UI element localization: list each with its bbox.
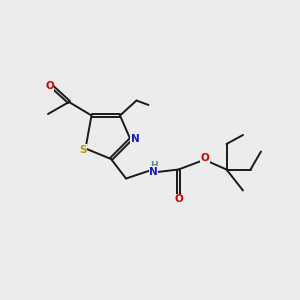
Text: O: O <box>200 153 209 163</box>
Text: H: H <box>150 161 158 170</box>
Text: S: S <box>79 145 86 155</box>
Text: O: O <box>45 80 54 91</box>
Text: O: O <box>174 194 183 205</box>
Text: N: N <box>149 167 158 177</box>
Text: N: N <box>130 134 140 144</box>
